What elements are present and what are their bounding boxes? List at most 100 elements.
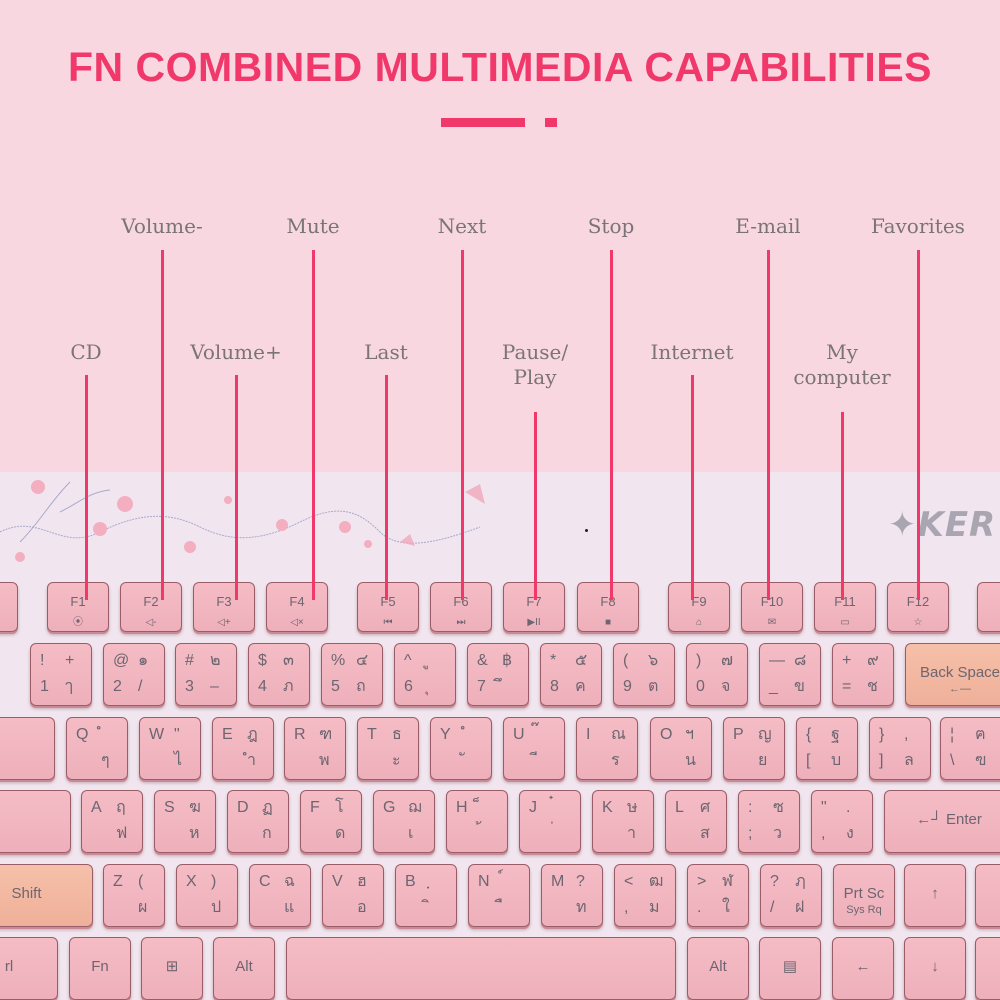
key-symbol[interactable]: ! +1 ๅ <box>30 643 92 706</box>
key-symbol[interactable]: ¦ ฅ \ ฃ <box>940 717 1000 780</box>
key-symbol[interactable]: ) ๗ 0 จ <box>686 643 748 706</box>
callout-line <box>312 250 315 600</box>
key-partial[interactable] <box>0 582 18 632</box>
callout-line <box>691 375 694 600</box>
key-legend: Alt <box>235 958 253 975</box>
key-symbol[interactable]: > ฬ. ใ <box>687 864 749 927</box>
fkey-f8[interactable]: F8 ■ <box>577 582 639 632</box>
brand-logo: ✦KER <box>888 505 997 545</box>
key-legend: ; <box>748 825 753 842</box>
key-b[interactable]: Bฺิ <box>395 864 457 927</box>
key-legend: ๓ <box>283 652 294 669</box>
fkey-f2[interactable]: F2 ◁- <box>120 582 182 632</box>
key-prt-sc[interactable]: Prt Sc Sys Rq <box>833 864 895 927</box>
key-i[interactable]: I ณร <box>576 717 638 780</box>
key-symbol[interactable]: @๑ 2 / <box>103 643 165 706</box>
key-space[interactable] <box>286 937 676 1000</box>
fkey-f9[interactable]: F9 ⌂ <box>668 582 730 632</box>
key-legend: ำ <box>247 752 256 769</box>
key-alt[interactable]: Alt <box>213 937 275 1000</box>
key-y[interactable]: Yํั <box>430 717 492 780</box>
key-legend: ๗ <box>721 652 734 669</box>
fkey-f10[interactable]: F10 ✉ <box>741 582 803 632</box>
fkey-f5[interactable]: F5 ⏮ <box>357 582 419 632</box>
key-symbol[interactable]: (๖ 9 ต <box>613 643 675 706</box>
key-symbol[interactable]: {ฐ [บ <box>796 717 858 780</box>
key-partial[interactable] <box>977 582 1000 632</box>
key-legend: ะ <box>392 752 401 769</box>
fkey-f4[interactable]: F4 ◁× <box>266 582 328 632</box>
key-symbol[interactable]: +๙ = ช <box>832 643 894 706</box>
key-symbol[interactable]: — ๘ _ ข <box>759 643 821 706</box>
key-symbol[interactable]: $๓ 4 ภ <box>248 643 310 706</box>
key-legend: ษ <box>627 799 638 816</box>
fkey-f11[interactable]: F11 ▭ <box>814 582 876 632</box>
key-legend: ข <box>794 678 805 695</box>
key-legend: ← <box>855 958 871 975</box>
fkey-f1[interactable]: F1 ⦿ <box>47 582 109 632</box>
key-j[interactable]: J๋่ <box>519 790 581 853</box>
key-back-space[interactable]: Back Space ←— <box>905 643 1000 706</box>
key-symbol[interactable]: * ๕ 8 ค <box>540 643 602 706</box>
key-symbol[interactable]: ^ู6ุ <box>394 643 456 706</box>
key-symbol[interactable]: ↑ <box>904 864 966 927</box>
key-x[interactable]: X) ป <box>176 864 238 927</box>
key-symbol[interactable]: #๒ 3– <box>175 643 237 706</box>
key-symbol[interactable]: ← <box>832 937 894 1000</box>
key-symbol[interactable]: ▤ <box>759 937 821 1000</box>
key-z[interactable]: Z (ผ <box>103 864 165 927</box>
key-legend: ฌ <box>408 799 422 816</box>
key-u[interactable]: U๊ี <box>503 717 565 780</box>
key-shift[interactable]: Shift <box>0 864 93 927</box>
key-fn[interactable]: Fn <box>69 937 131 1000</box>
key-m[interactable]: M? ท <box>541 864 603 927</box>
key-enter[interactable]: ←┘ Enter <box>884 790 1000 853</box>
key-symbol[interactable]: ↓ <box>904 937 966 1000</box>
fkey-f3[interactable]: F3 ◁+ <box>193 582 255 632</box>
key-space[interactable] <box>975 937 1000 1000</box>
key-w[interactable]: W " ไ <box>139 717 201 780</box>
key-q[interactable]: Qํๆ <box>66 717 128 780</box>
key-n[interactable]: N์ื <box>468 864 530 927</box>
key-legend: ฑ <box>319 726 333 743</box>
key-legend: 1 <box>40 678 49 695</box>
key-legend: 9 <box>623 678 632 695</box>
key-alt[interactable]: Alt <box>687 937 749 1000</box>
computer-icon: ▭ <box>840 617 850 628</box>
key-legend: Y <box>440 726 451 743</box>
key-s[interactable]: sk <box>0 790 71 853</box>
key-symbol[interactable]: },] ล <box>869 717 931 780</box>
key-symbol[interactable]: < ฒ, ม <box>614 864 676 927</box>
key-symbol[interactable]: ⇤⇥ <box>0 717 55 780</box>
fkey-label: F8 <box>600 594 616 609</box>
key-legend: ⇧ <box>976 885 1000 903</box>
key-symbol[interactable]: ⊞ <box>141 937 203 1000</box>
key-symbol[interactable]: &฿7ึ <box>467 643 529 706</box>
key-symbol[interactable]: : ซ; ว <box>738 790 800 853</box>
key-h[interactable]: H็้ <box>446 790 508 853</box>
favorites-icon: ☆ <box>913 617 923 628</box>
key-legend: 6 <box>404 678 413 695</box>
title-underline-square <box>545 118 557 127</box>
key-legend: U <box>513 726 525 743</box>
key-symbol[interactable]: "., ง <box>811 790 873 853</box>
key-symbol[interactable]: % ๔ 5 ถ <box>321 643 383 706</box>
key-symbol[interactable]: ? ฦ / ฝ <box>760 864 822 927</box>
key-legend: ฆ <box>189 799 201 816</box>
key-rl[interactable]: rl <box>0 937 58 1000</box>
key-symbol[interactable]: ⇧ <box>975 864 1000 927</box>
